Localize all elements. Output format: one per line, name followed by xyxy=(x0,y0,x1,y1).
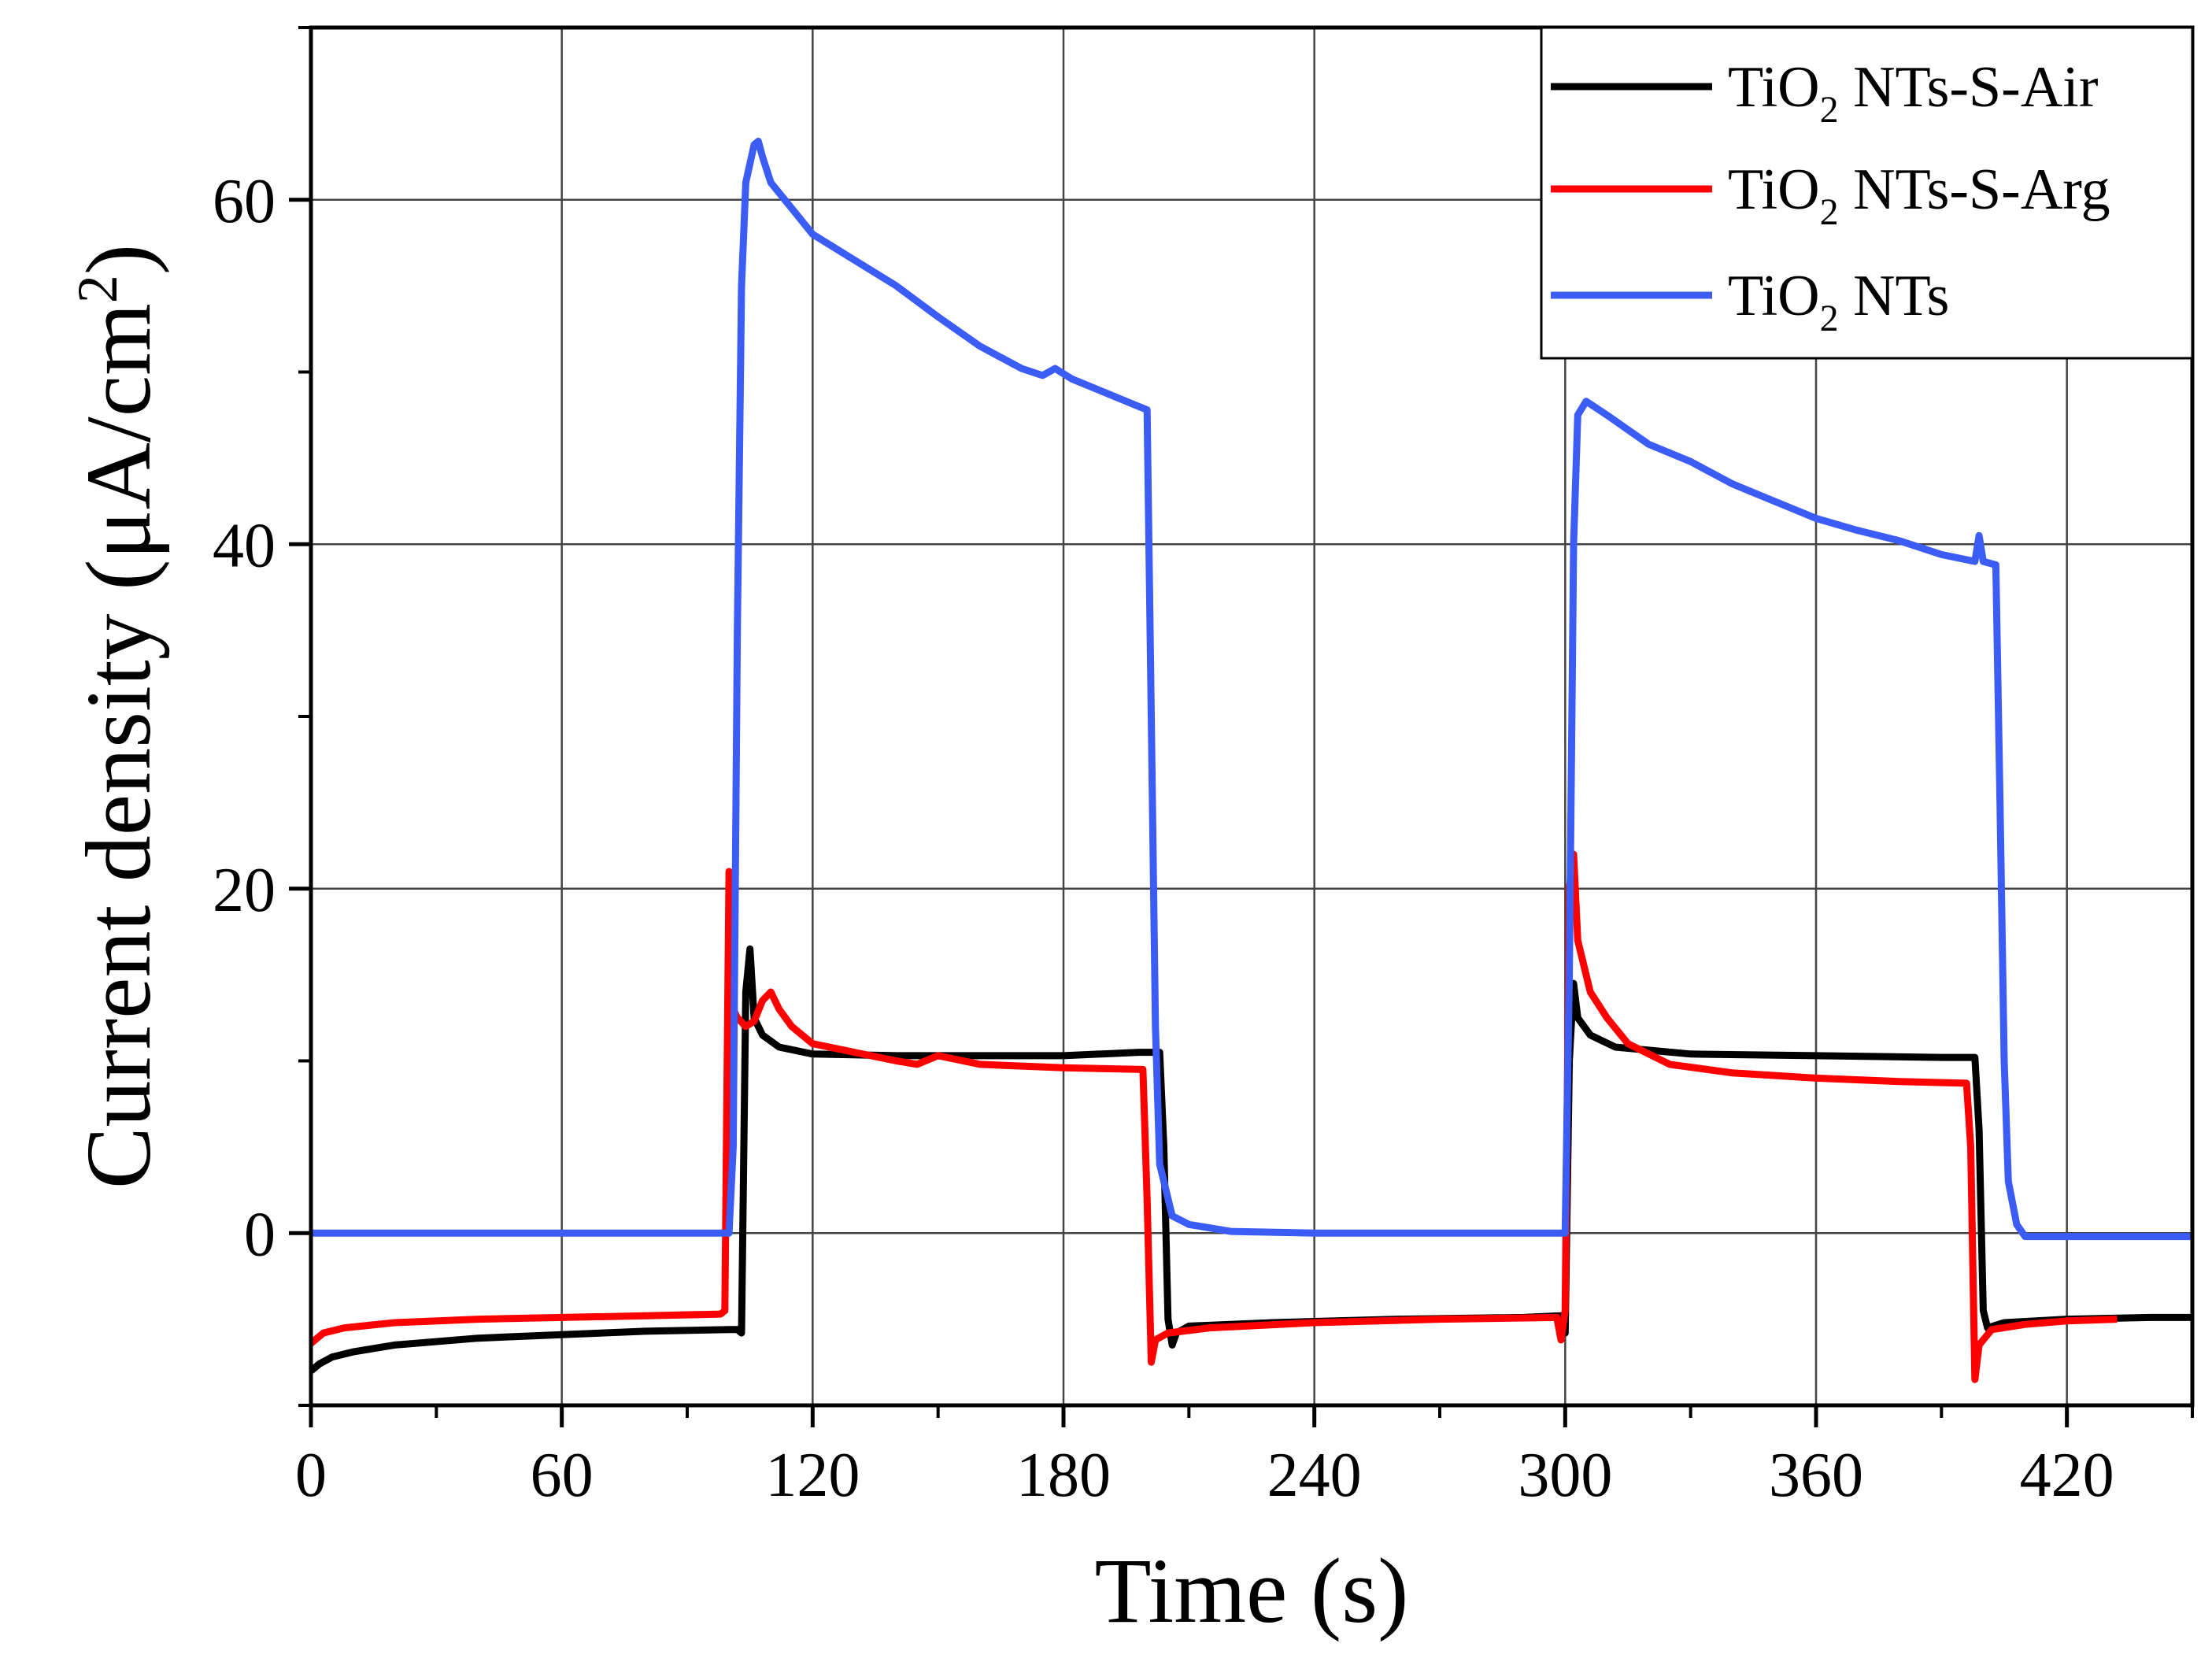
y-axis-title-sup: 2 xyxy=(66,275,129,303)
legend-label-nts: TiO2 NTs xyxy=(1728,264,1949,339)
x-tick-label-180: 180 xyxy=(1016,1441,1111,1510)
legend-item-arg: TiO2 NTs-S-Arg xyxy=(1551,157,2110,233)
x-tick-label-420: 420 xyxy=(2020,1441,2114,1510)
ticks: 0 60 120 180 240 300 360 420 0 20 40 60 xyxy=(213,26,2194,1510)
x-tick-label-300: 300 xyxy=(1518,1441,1612,1510)
y-tick-label-40: 40 xyxy=(213,511,276,580)
series-line-2 xyxy=(311,137,2192,1241)
y-axis-title-close: ) xyxy=(67,244,170,275)
legend: TiO2 NTs-S-Air TiO2 NTs-S-Arg TiO2 NTs xyxy=(1540,26,2194,360)
x-axis-title: Time (s) xyxy=(1095,1539,1409,1642)
x-tick-label-120: 120 xyxy=(765,1441,860,1510)
y-tick-label-60: 60 xyxy=(213,167,276,236)
y-tick-label-20: 20 xyxy=(213,856,276,925)
x-tick-label-360: 360 xyxy=(1769,1441,1863,1510)
legend-label-arg: TiO2 NTs-S-Arg xyxy=(1728,157,2110,233)
series-group xyxy=(309,137,2192,1383)
legend-box xyxy=(1540,26,2194,360)
series-line-1 xyxy=(309,850,2118,1383)
x-tick-label-60: 60 xyxy=(531,1441,594,1510)
y-axis-title: Current density (μA/cm2) xyxy=(66,244,170,1189)
x-tick-label-240: 240 xyxy=(1267,1441,1362,1510)
legend-item-air: TiO2 NTs-S-Air xyxy=(1551,55,2098,131)
legend-label-air: TiO2 NTs-S-Air xyxy=(1728,55,2098,131)
y-axis-title-main: Current density (μA/cm xyxy=(67,303,170,1189)
legend-item-ntss: TiO2 NTs xyxy=(1551,264,1949,339)
y-tick-label-0: 0 xyxy=(244,1200,276,1269)
x-tick-label-0: 0 xyxy=(295,1441,327,1510)
